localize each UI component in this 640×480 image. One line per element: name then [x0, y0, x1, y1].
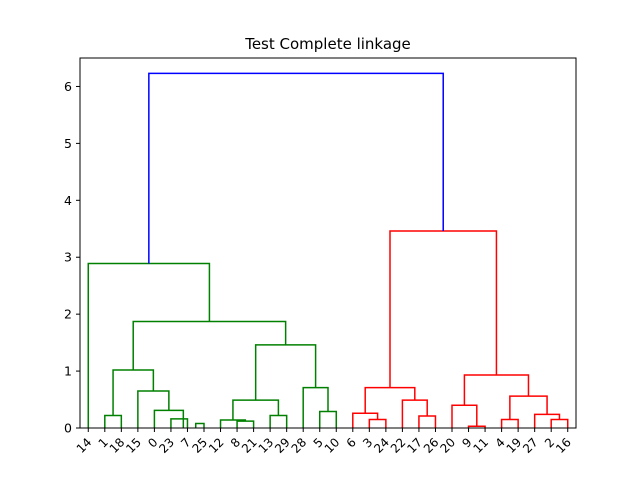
y-tick-label-3: 3: [64, 250, 72, 265]
chart-title: Test Complete linkage: [244, 35, 411, 53]
dendrogram-link-22: [500, 418, 519, 428]
plot-area-frame: [79, 57, 577, 429]
dendrogram-link-11: [302, 386, 329, 428]
dendrogram-link-23: [550, 418, 569, 428]
y-tick-label-2: 2: [64, 307, 72, 322]
dendrogram-link-1: [170, 418, 189, 428]
dendrogram-link-8: [269, 414, 288, 428]
dendrogram-link-15: [368, 418, 387, 428]
dendrogram-link-3: [153, 409, 185, 428]
dendrogram-link-0: [104, 414, 123, 428]
dendrogram-links: [87, 72, 569, 428]
dendrogram-link-28: [148, 72, 444, 264]
dendrogram-link-13: [132, 320, 287, 370]
y-tick-label-4: 4: [64, 193, 72, 208]
dendrogram-link-19: [364, 386, 416, 414]
dendrogram-link-2: [194, 422, 205, 428]
dendrogram-link-9: [232, 399, 280, 421]
dendrogram-link-18: [401, 399, 428, 428]
y-axis: 0 1 2 3 4 5 6: [64, 79, 80, 436]
y-tick-label-0: 0: [64, 421, 72, 436]
y-tick-label-1: 1: [64, 364, 72, 379]
y-tick-label-5: 5: [64, 136, 72, 151]
dendrogram-link-7: [219, 419, 247, 428]
dendrogram-link-26: [463, 374, 530, 406]
y-tick-label-6: 6: [64, 79, 72, 94]
dendrogram-link-21: [451, 404, 478, 428]
